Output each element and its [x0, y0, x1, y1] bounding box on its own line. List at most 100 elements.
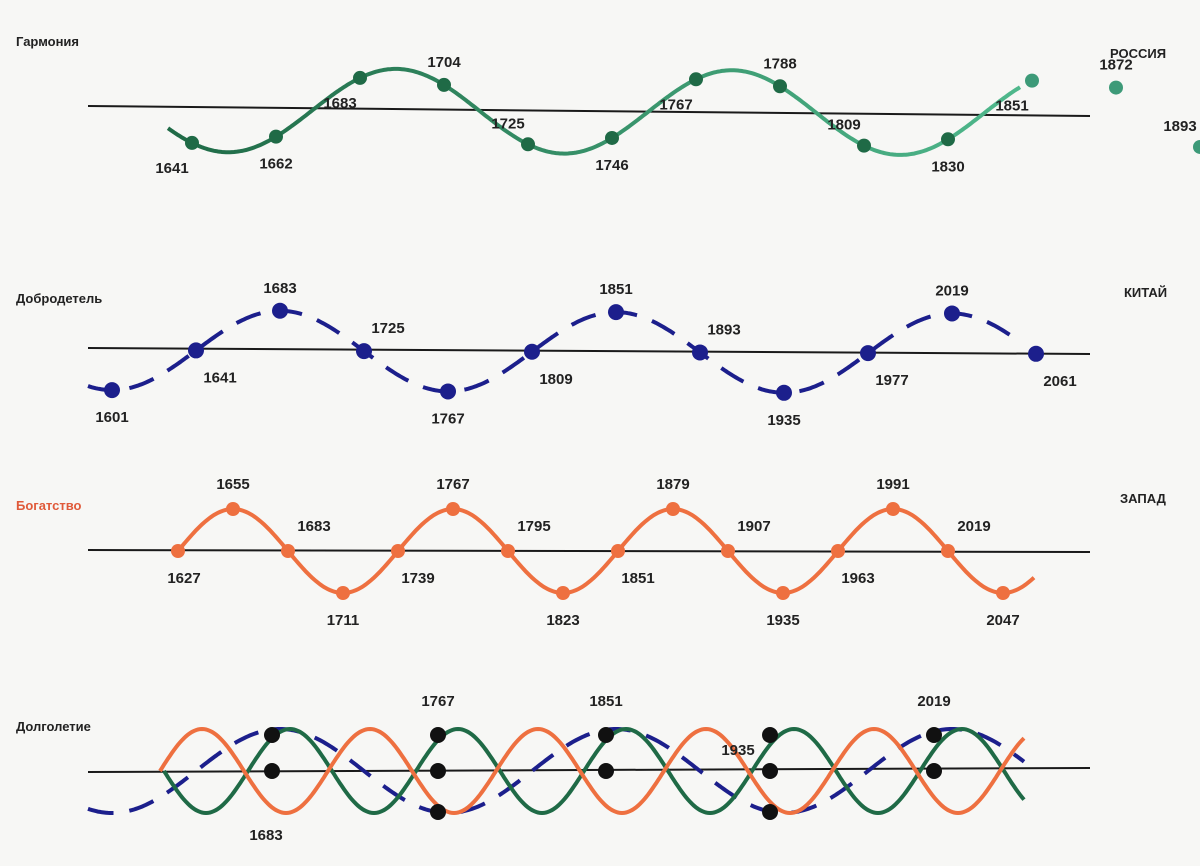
point-harmony-1893	[1193, 139, 1200, 154]
year-label-virtue-1893: 1893	[707, 321, 740, 338]
wave-harmony	[166, 66, 1022, 157]
point-wealth-1767	[446, 502, 460, 516]
point-wealth-1655	[226, 502, 240, 516]
year-label-wealth-1935: 1935	[766, 612, 799, 629]
year-label-longevity-1683: 1683	[249, 827, 282, 844]
year-label-virtue-1767: 1767	[431, 410, 464, 427]
panel-label-harmony: Гармония	[16, 34, 79, 49]
point-wealth-1963	[831, 544, 845, 558]
year-label-wealth-1823: 1823	[546, 612, 579, 629]
panel-label-wealth: Богатство	[16, 498, 82, 513]
point-wealth-1711	[336, 586, 350, 600]
point-virtue-1977	[860, 345, 876, 362]
point-longevity-2019-0	[926, 727, 942, 743]
panel-label-virtue: Добродетель	[16, 291, 102, 306]
year-label-harmony-1872: 1872	[1099, 57, 1132, 74]
point-harmony-1767	[689, 72, 703, 87]
point-harmony-1872	[1109, 80, 1123, 95]
year-label-longevity-2019: 2019	[917, 693, 950, 710]
point-longevity-1767-0	[430, 727, 446, 743]
point-virtue-2019	[944, 305, 960, 322]
wave-longevity-wealth	[158, 726, 1026, 816]
point-wealth-1851	[611, 544, 625, 558]
year-label-harmony-1662: 1662	[259, 156, 292, 173]
point-harmony-1746	[605, 130, 619, 145]
point-longevity-2019-1	[926, 763, 942, 779]
point-wealth-2047	[996, 586, 1010, 600]
point-longevity-1851-0	[598, 727, 614, 743]
year-label-longevity-1935: 1935	[721, 742, 754, 759]
point-wealth-1627	[171, 544, 185, 558]
year-label-virtue-2019: 2019	[935, 282, 968, 299]
point-harmony-1725	[521, 137, 535, 152]
year-label-virtue-1725: 1725	[371, 320, 404, 337]
year-label-harmony-1830: 1830	[931, 158, 964, 175]
year-label-virtue-1851: 1851	[599, 281, 632, 298]
wave-longevity-virtue	[87, 727, 1026, 815]
year-label-virtue-1601: 1601	[95, 409, 128, 426]
wave-longevity-harmony	[162, 726, 1026, 816]
point-virtue-1893	[692, 344, 708, 361]
year-label-virtue-1641: 1641	[203, 369, 236, 386]
year-label-wealth-2047: 2047	[986, 612, 1019, 629]
point-harmony-1641	[185, 135, 199, 150]
region-label-china: КИТАЙ	[1124, 285, 1167, 300]
point-harmony-1851	[1025, 73, 1039, 88]
point-wealth-2019	[941, 544, 955, 558]
year-label-wealth-1963: 1963	[841, 570, 874, 587]
point-longevity-1935-0	[762, 727, 778, 743]
year-label-wealth-1907: 1907	[737, 518, 770, 535]
year-label-wealth-1683: 1683	[297, 518, 330, 535]
year-label-wealth-1879: 1879	[656, 476, 689, 493]
year-label-wealth-1851: 1851	[621, 570, 654, 587]
year-label-wealth-1739: 1739	[401, 570, 434, 587]
year-label-longevity-1851: 1851	[589, 693, 622, 710]
year-label-wealth-1795: 1795	[517, 518, 550, 535]
point-harmony-1830	[941, 132, 955, 147]
diagram-layer: 1641 1662 1683 1704 1725 1746 1767 1788 1809 1830…	[87, 54, 1200, 844]
axis-line-virtue	[87, 347, 1091, 355]
axis-line-harmony	[87, 105, 1091, 117]
year-label-harmony-1851: 1851	[995, 98, 1028, 115]
year-label-wealth-1767: 1767	[436, 476, 469, 493]
year-label-virtue-1809: 1809	[539, 371, 572, 388]
point-wealth-1683	[281, 544, 295, 558]
year-label-harmony-1767: 1767	[659, 96, 692, 113]
year-label-harmony-1788: 1788	[763, 55, 796, 72]
point-longevity-1683-0	[264, 727, 280, 743]
point-harmony-1683	[353, 70, 367, 85]
year-label-harmony-1893: 1893	[1163, 118, 1196, 135]
point-virtue-1935	[776, 384, 792, 401]
point-harmony-1704	[437, 77, 451, 92]
year-label-harmony-1725: 1725	[491, 115, 524, 132]
point-longevity-1683-1	[264, 763, 280, 779]
point-longevity-1935-1	[762, 763, 778, 779]
year-label-harmony-1641: 1641	[155, 160, 188, 177]
year-label-harmony-1746: 1746	[595, 157, 628, 174]
point-wealth-1879	[666, 502, 680, 516]
point-longevity-1935-2	[762, 804, 778, 820]
point-harmony-1809	[857, 138, 871, 153]
year-label-virtue-1683: 1683	[263, 280, 296, 297]
panel-label-longevity: Долголетие	[16, 719, 91, 734]
year-label-harmony-1683: 1683	[323, 95, 356, 112]
year-label-virtue-1977: 1977	[875, 372, 908, 389]
point-harmony-1662	[269, 129, 283, 144]
point-wealth-1823	[556, 586, 570, 600]
region-label-west: ЗАПАД	[1120, 491, 1167, 506]
axis-line-wealth	[87, 549, 1091, 553]
point-virtue-1809	[524, 343, 540, 360]
wave-virtue	[87, 308, 1022, 395]
year-label-virtue-1935: 1935	[767, 412, 800, 429]
point-wealth-1935	[776, 586, 790, 600]
point-virtue-1767	[440, 383, 456, 400]
year-label-wealth-1991: 1991	[876, 476, 909, 493]
point-virtue-1601	[104, 382, 120, 399]
point-wealth-1907	[721, 544, 735, 558]
year-label-wealth-1627: 1627	[167, 570, 200, 587]
region-label-russia: РОССИЯ	[1110, 46, 1166, 61]
year-label-wealth-1655: 1655	[216, 476, 249, 493]
year-label-longevity-1767: 1767	[421, 693, 454, 710]
